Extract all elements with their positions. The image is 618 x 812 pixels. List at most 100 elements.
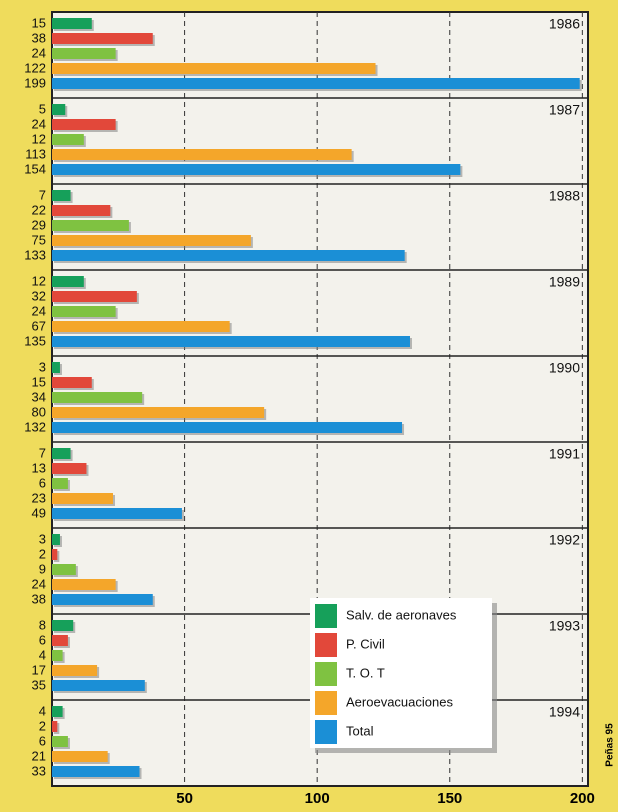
legend-label: Aeroevacuaciones bbox=[346, 694, 453, 709]
year-label: 1991 bbox=[549, 446, 580, 462]
credit: Peñas 95 bbox=[605, 723, 616, 767]
x-tick-label: 200 bbox=[570, 790, 595, 807]
x-tick-label: 100 bbox=[305, 790, 330, 807]
year-label: 1987 bbox=[549, 102, 580, 118]
bar bbox=[52, 362, 60, 373]
value-label: 49 bbox=[32, 505, 46, 520]
value-label: 122 bbox=[24, 60, 46, 75]
bar bbox=[52, 119, 116, 130]
legend-swatch bbox=[315, 633, 337, 657]
value-label: 29 bbox=[32, 217, 46, 232]
x-tick-label: 150 bbox=[437, 790, 462, 807]
value-label: 9 bbox=[39, 561, 46, 576]
bar bbox=[52, 594, 153, 605]
value-label: 13 bbox=[32, 460, 46, 475]
value-label: 4 bbox=[39, 703, 46, 718]
value-label: 33 bbox=[32, 763, 46, 778]
bar bbox=[52, 63, 376, 74]
value-label: 199 bbox=[24, 75, 46, 90]
value-label: 6 bbox=[39, 475, 46, 490]
value-label: 23 bbox=[32, 490, 46, 505]
bar bbox=[52, 493, 113, 504]
year-label: 1989 bbox=[549, 274, 580, 290]
value-label: 22 bbox=[32, 202, 46, 217]
bar bbox=[52, 635, 68, 646]
bar bbox=[52, 448, 71, 459]
bar bbox=[52, 18, 92, 29]
value-label: 24 bbox=[32, 116, 46, 131]
year-label: 1993 bbox=[549, 618, 580, 634]
value-label: 24 bbox=[32, 303, 46, 318]
legend-swatch bbox=[315, 604, 337, 628]
bar bbox=[52, 190, 71, 201]
bar bbox=[52, 721, 58, 732]
value-label: 5 bbox=[39, 101, 46, 116]
bar bbox=[52, 33, 153, 44]
value-label: 7 bbox=[39, 187, 46, 202]
legend-swatch bbox=[315, 691, 337, 715]
legend-label: T. O. T bbox=[346, 665, 385, 680]
value-label: 7 bbox=[39, 445, 46, 460]
bar bbox=[52, 706, 63, 717]
bar bbox=[52, 250, 405, 261]
value-label: 154 bbox=[24, 161, 46, 176]
value-label: 32 bbox=[32, 288, 46, 303]
bar bbox=[52, 463, 87, 474]
bar bbox=[52, 291, 137, 302]
bar bbox=[52, 220, 129, 231]
bar bbox=[52, 392, 143, 403]
bar bbox=[52, 751, 108, 762]
value-label: 4 bbox=[39, 647, 46, 662]
value-label: 6 bbox=[39, 733, 46, 748]
legend-label: Total bbox=[346, 723, 374, 738]
bar bbox=[52, 534, 60, 545]
value-label: 8 bbox=[39, 617, 46, 632]
value-label: 2 bbox=[39, 546, 46, 561]
legend-swatch bbox=[315, 662, 337, 686]
value-label: 6 bbox=[39, 632, 46, 647]
bar bbox=[52, 650, 63, 661]
legend: Salv. de aeronaves P. Civil T. O. T Aeroeva… bbox=[310, 598, 497, 753]
bar bbox=[52, 736, 68, 747]
value-label: 135 bbox=[24, 333, 46, 348]
value-label: 15 bbox=[32, 15, 46, 30]
value-label: 38 bbox=[32, 591, 46, 606]
bar bbox=[52, 205, 111, 216]
value-label: 17 bbox=[32, 662, 46, 677]
bar bbox=[52, 549, 58, 560]
bar bbox=[52, 336, 410, 347]
legend-label: P. Civil bbox=[346, 636, 385, 651]
value-label: 67 bbox=[32, 318, 46, 333]
legend-swatch bbox=[315, 720, 337, 744]
bar bbox=[52, 164, 461, 175]
value-label: 113 bbox=[25, 146, 46, 161]
value-label: 24 bbox=[32, 576, 46, 591]
bar bbox=[52, 508, 182, 519]
legend-box bbox=[310, 598, 492, 748]
legend-label: Salv. de aeronaves bbox=[346, 607, 457, 622]
value-label: 35 bbox=[32, 677, 46, 692]
bar bbox=[52, 766, 140, 777]
year-label: 1988 bbox=[549, 188, 580, 204]
value-label: 3 bbox=[39, 359, 46, 374]
x-tick-label: 50 bbox=[176, 790, 193, 807]
year-label: 1990 bbox=[549, 360, 580, 376]
bar bbox=[52, 620, 74, 631]
value-label: 3 bbox=[39, 531, 46, 546]
value-label: 2 bbox=[39, 718, 46, 733]
value-label: 75 bbox=[32, 232, 46, 247]
bar bbox=[52, 680, 145, 691]
value-label: 133 bbox=[24, 247, 46, 262]
bar bbox=[52, 407, 265, 418]
bar bbox=[52, 321, 230, 332]
bar bbox=[52, 564, 76, 575]
bar bbox=[52, 579, 116, 590]
bar bbox=[52, 478, 68, 489]
bar bbox=[52, 235, 251, 246]
bar bbox=[52, 48, 116, 59]
year-label: 1986 bbox=[549, 16, 580, 32]
value-label: 24 bbox=[32, 45, 46, 60]
bar bbox=[52, 149, 352, 160]
